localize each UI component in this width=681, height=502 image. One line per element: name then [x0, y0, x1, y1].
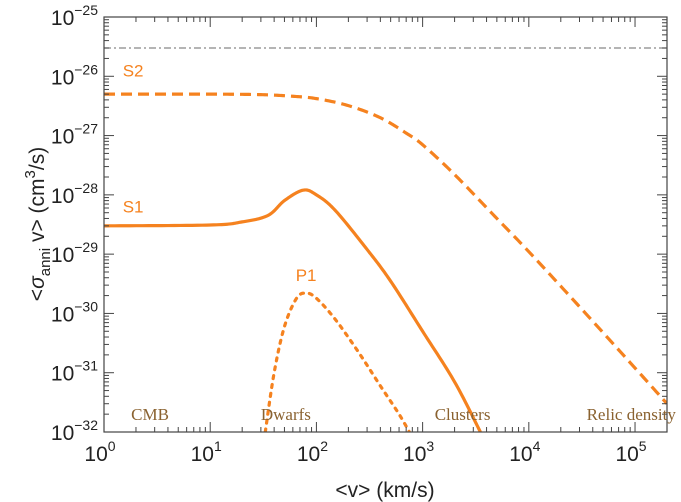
y-tick-label: 10−25	[51, 2, 98, 30]
y-tick-label: 10−32	[51, 417, 98, 445]
x-axis-title: <v> (km/s)	[335, 479, 434, 502]
region-label: Clusters	[435, 405, 491, 424]
region-label: CMB	[131, 405, 169, 424]
series-label-p1: P1	[296, 266, 317, 285]
series-label-s1: S1	[123, 198, 144, 217]
y-tick-label: 10−30	[51, 298, 98, 326]
region-label: Dwarfs	[261, 405, 311, 424]
x-tick-label: 105	[615, 438, 646, 466]
series-line-s2	[104, 92, 667, 405]
x-tick-label: 103	[403, 438, 434, 466]
x-tick-label: 104	[509, 438, 540, 466]
series-line-s1	[104, 188, 482, 432]
x-tick-label: 102	[297, 438, 328, 466]
y-tick-label: 10−27	[51, 121, 98, 149]
y-tick-label: 10−29	[51, 239, 98, 267]
region-label: Relic density	[587, 405, 677, 424]
y-tick-label: 10−28	[51, 180, 98, 208]
x-tick-label: 101	[191, 438, 222, 466]
series-label-s2: S2	[123, 61, 144, 80]
y-tick-label: 10−31	[51, 358, 98, 386]
x-tick-label: 100	[84, 438, 115, 466]
y-axis-title: <σanni v> (cm3/s)	[22, 147, 54, 301]
y-tick-label: 10−26	[51, 61, 98, 89]
plot-frame	[103, 16, 668, 433]
series-line-p1	[263, 291, 411, 432]
